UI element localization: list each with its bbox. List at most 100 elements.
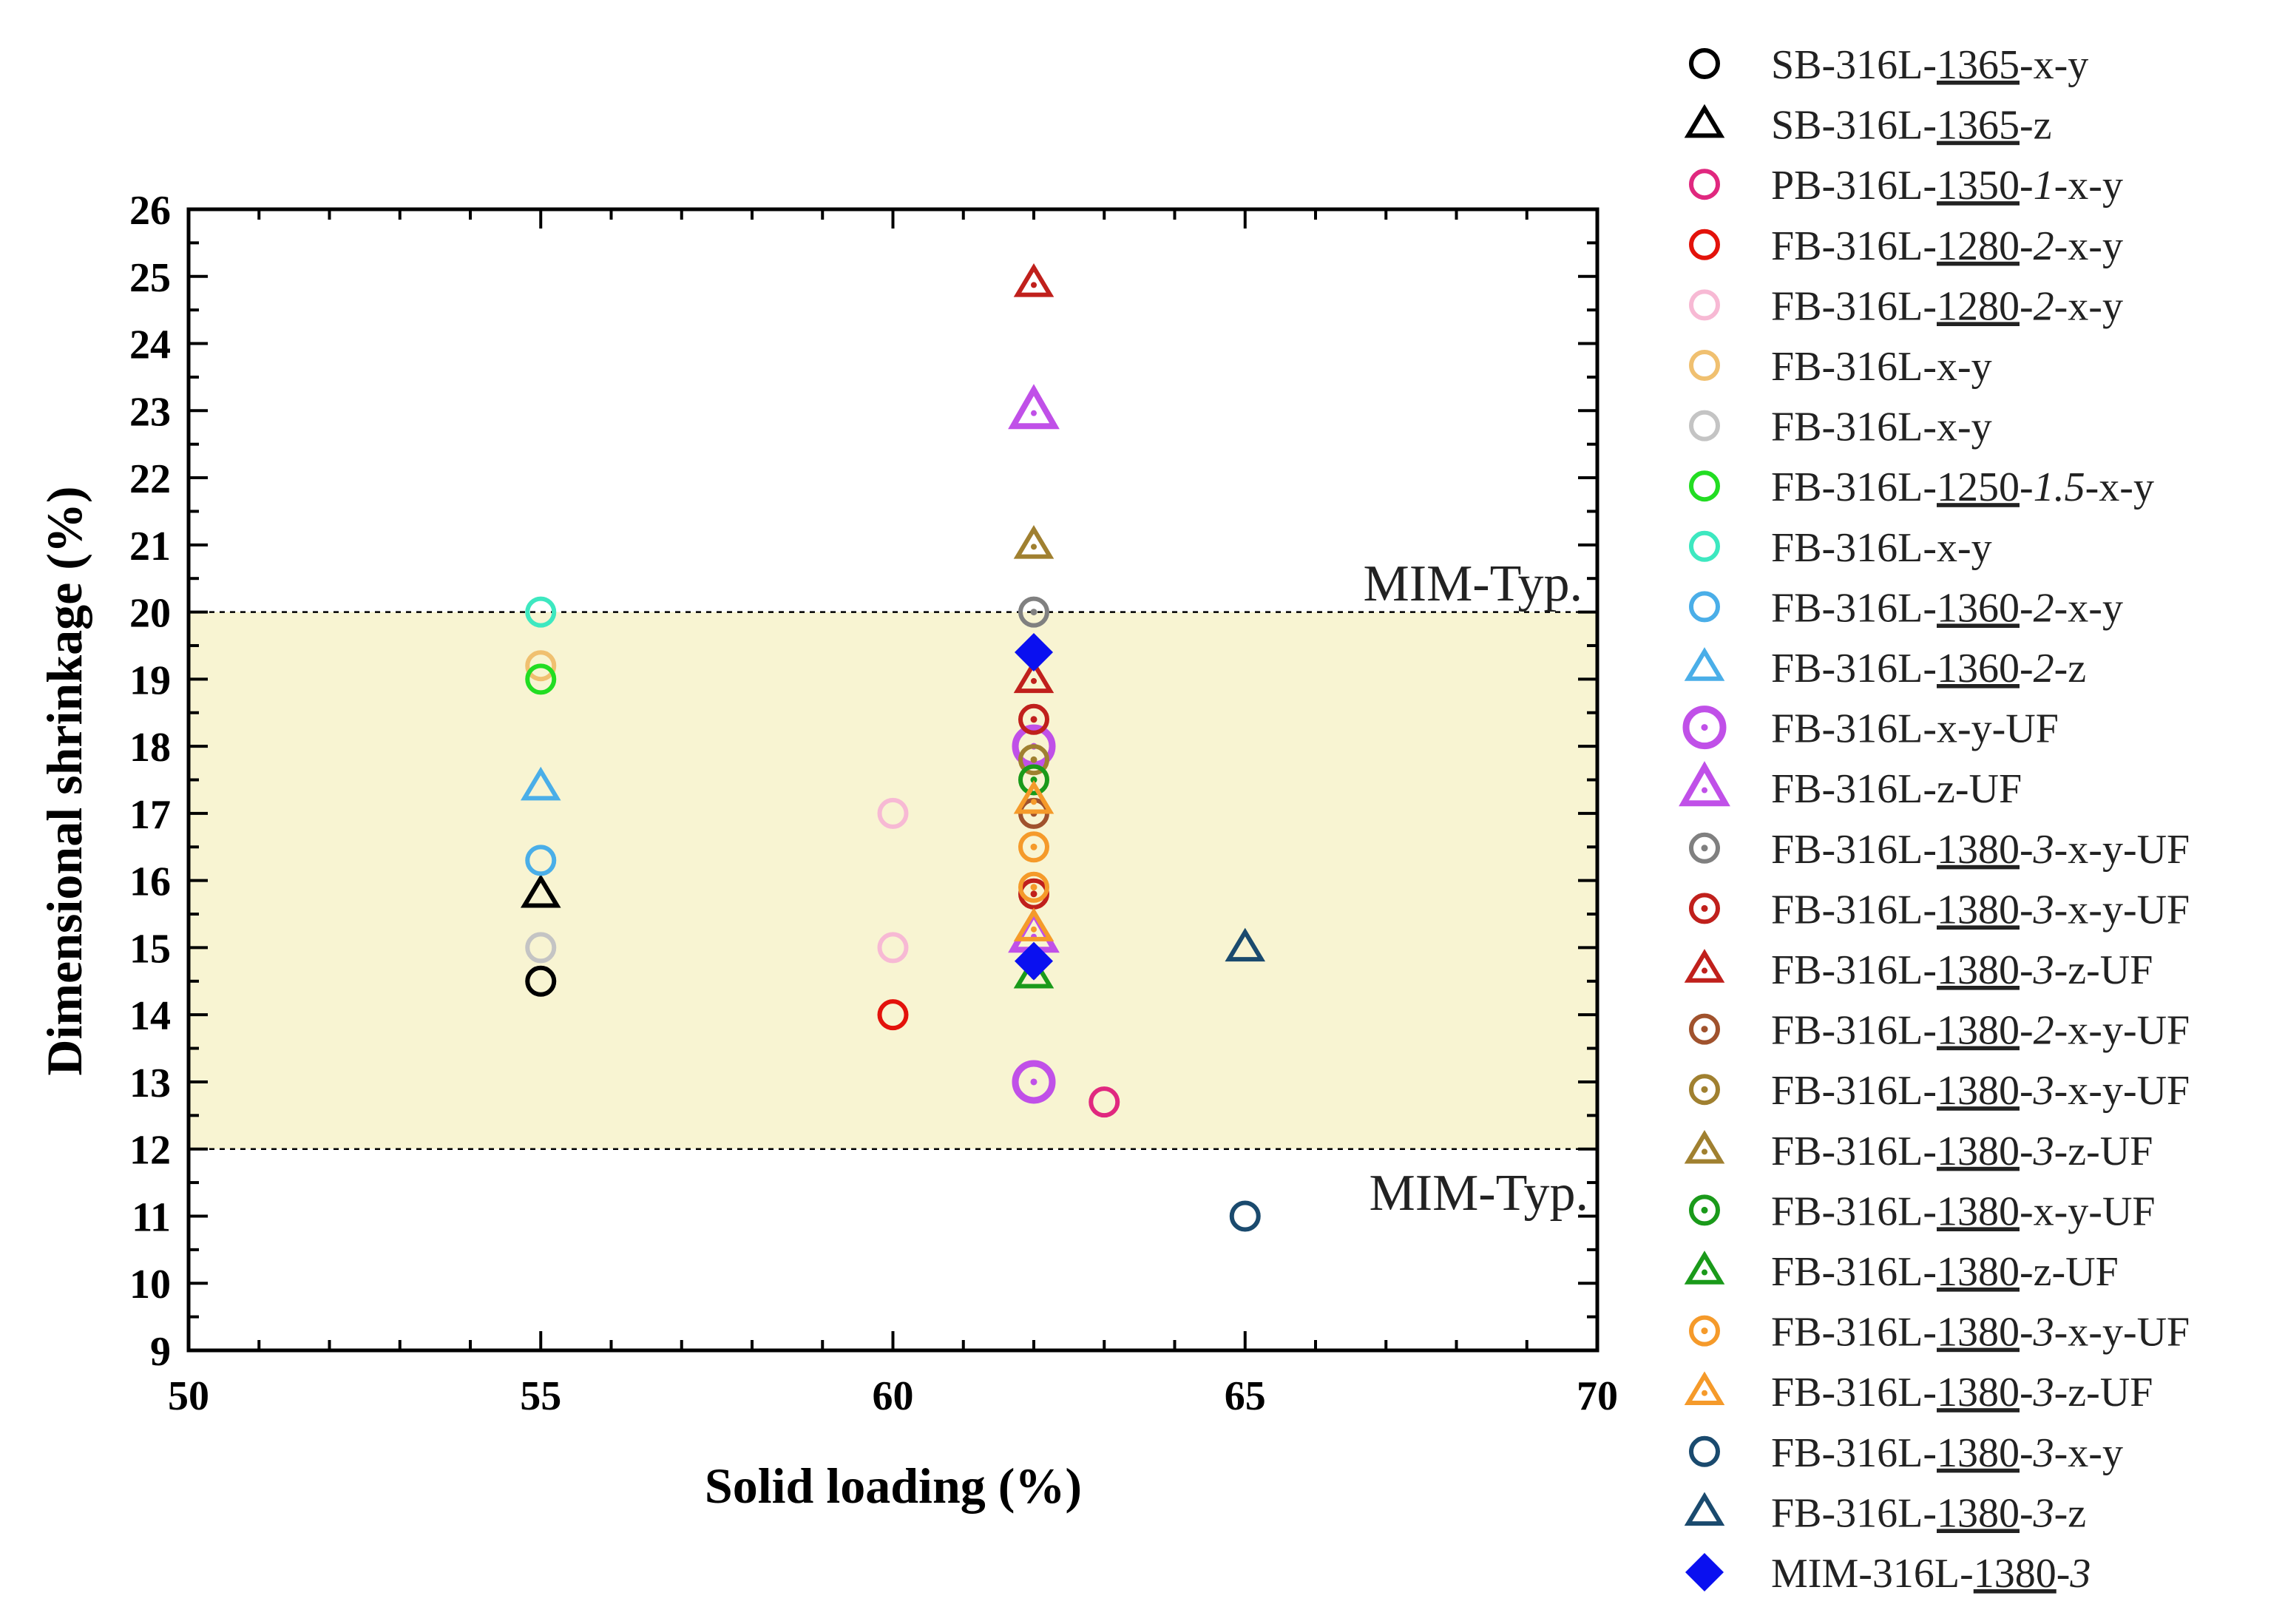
y-axis-label: Dimensional shrinkage (%) [36,486,92,1075]
legend-label: FB-316L-x-y-UF [1771,706,2059,752]
legend-item: FB-316L-1280-2-x-y [1689,223,2123,269]
legend-item: FB-316L-x-y [1689,405,1992,450]
legend-item: FB-316L-x-y [1689,344,1992,390]
legend-marker [1689,350,1720,381]
legend-marker [1689,169,1720,200]
y-tick-label: 24 [129,322,171,368]
data-point [1018,703,1049,735]
x-tick-labels: 50 55 60 65 70 [168,1373,1618,1419]
y-tick-label: 20 [129,591,171,637]
plot-band [189,612,1597,1149]
legend-marker [1689,893,1720,924]
data-point [1013,524,1055,559]
x-tick-label: 55 [520,1373,561,1419]
legend-item: FB-316L-1380-3-z-UF [1684,1129,2153,1174]
legend-item: FB-316L-1380-3-x-y-UF [1689,887,2190,933]
legend-marker [1689,591,1720,623]
data-point [1018,871,1049,903]
data-point [1015,941,1053,981]
y-tick-label: 13 [129,1060,171,1106]
legend-label: FB-316L-1380-x-y-UF [1771,1188,2156,1234]
x-tick-label: 65 [1225,1373,1266,1419]
legend-marker [1689,410,1720,441]
data-point [1013,263,1055,297]
legend-label: FB-316L-1380-3-x-y-UF [1771,827,2190,873]
x-tick-label: 60 [873,1373,914,1419]
legend-item: PB-316L-1350-1-x-y [1689,163,2123,209]
legend-item: FB-316L-1380-3-x-y [1689,1430,2123,1476]
legend-item: FB-316L-x-y-UF [1682,706,2059,752]
data-point [520,766,561,801]
legend-item: FB-316L-1380-2-x-y-UF [1689,1008,2190,1054]
legend-label: FB-316L-1380-3-x-y-UF [1771,887,2190,933]
x-axis-label: Solid loading (%) [705,1458,1082,1514]
data-point [525,663,557,695]
legend-marker [1689,1194,1720,1226]
legend-label: FB-316L-1380-3-x-y-UF [1771,1068,2190,1114]
legend-label: SB-316L-1365-z [1771,103,2052,149]
legend-item: FB-316L-1380-3-x-y-UF [1689,1068,2190,1114]
legend-label: SB-316L-1365-x-y [1771,42,2088,88]
legend-marker [1684,1492,1725,1526]
y-tick-label: 11 [132,1194,171,1240]
legend-label: FB-316L-1280-2-x-y [1771,223,2123,269]
legend-label: FB-316L-1380-3-x-y-UF [1771,1310,2190,1356]
legend-marker [1689,470,1720,502]
legend-item: SB-316L-1365-x-y [1689,42,2088,88]
data-point [1012,1060,1056,1104]
y-tick-label: 19 [129,657,171,703]
legend-label: FB-316L-1380-3-z [1771,1490,2086,1536]
legend-marker [1689,530,1720,562]
data-point [1015,633,1053,672]
x-tick-label: 50 [168,1373,209,1419]
y-tick-label: 17 [129,792,171,838]
legend-item: FB-316L-z-UF [1679,761,2022,812]
data-point [525,845,557,876]
legend-item: FB-316L-1360-2-z [1684,646,2086,691]
legend-item: FB-316L-1380-z-UF [1684,1249,2119,1295]
tick-marks [187,208,1599,1352]
legend-label: FB-316L-1360-2-z [1771,646,2086,691]
data-point [520,873,561,908]
legend-marker [1689,1435,1720,1467]
y-tick-label: 22 [129,456,171,502]
x-tick-label: 70 [1577,1373,1618,1419]
data-point [1013,779,1055,814]
legend-label: FB-316L-x-y [1771,405,1992,450]
data-point [1089,1086,1120,1118]
legend-marker [1684,647,1725,681]
band-label-upper: MIM-Typ. [1364,555,1582,612]
data-point [1008,384,1060,430]
legend-label: FB-316L-1380-3-z-UF [1771,1370,2153,1415]
y-tick-label: 21 [129,524,171,569]
y-tick-label: 23 [129,389,171,435]
legend-item: FB-316L-1380-x-y-UF [1689,1188,2156,1234]
y-tick-label: 15 [129,926,171,972]
legend-label: FB-316L-1380-2-x-y-UF [1771,1008,2190,1054]
legend-label: PB-316L-1350-1-x-y [1771,163,2123,209]
data-point [877,797,909,829]
data-point [877,932,909,964]
y-tick-label: 10 [129,1262,171,1307]
y-tick-label: 12 [129,1128,171,1174]
legend-label: FB-316L-1380-3-z-UF [1771,1129,2153,1174]
legend-marker [1689,289,1720,321]
legend-marker [1689,229,1720,260]
legend-marker [1679,761,1730,807]
legend-item: FB-316L-1380-3-z-UF [1684,1370,2153,1415]
y-tick-label: 26 [129,188,171,234]
legend-label: FB-316L-1380-3-x-y [1771,1430,2123,1476]
legend-label: FB-316L-z-UF [1771,766,2022,812]
legend-item: FB-316L-1380-3-x-y-UF [1689,827,2190,873]
data-point [877,999,909,1031]
data-point [1225,927,1266,962]
legend-label: MIM-316L-1380-3 [1771,1551,2091,1597]
legend-label: FB-316L-1380-3-z-UF [1771,947,2153,993]
legend-item: FB-316L-1250-1.5-x-y [1689,464,2154,510]
legend-label: FB-316L-1360-2-x-y [1771,585,2123,631]
y-tick-label: 18 [129,725,171,771]
legend-label: FB-316L-1380-z-UF [1771,1249,2119,1295]
legend-item: FB-316L-1380-3-z [1684,1490,2086,1536]
data-point [1018,596,1049,628]
